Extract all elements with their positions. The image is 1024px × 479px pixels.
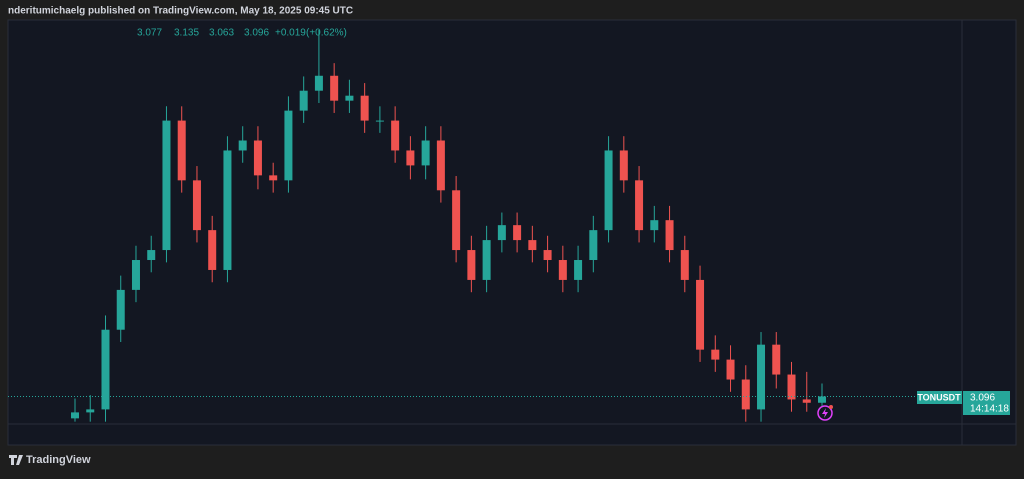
candles <box>8 29 962 422</box>
candle-body <box>711 349 720 360</box>
legend-change-pct: (+0.62%) <box>306 28 347 39</box>
candle-body <box>314 75 323 91</box>
candle-body <box>238 140 247 151</box>
ohlc-legend: 3.077 3.135 3.063 3.096 +0.019 (+0.62%) <box>137 28 347 39</box>
legend-low: 3.063 <box>209 28 234 39</box>
candle-body <box>635 180 644 231</box>
legend-high: 3.135 <box>174 28 199 39</box>
candle-body <box>696 279 705 350</box>
brand-name: TradingView <box>26 454 91 466</box>
candle-body <box>787 374 796 400</box>
candle-body <box>528 240 537 251</box>
candle-body <box>619 150 628 181</box>
candle-body <box>604 150 613 231</box>
candle-body <box>131 260 140 290</box>
candle-body <box>71 412 79 419</box>
flash-dot <box>829 405 833 409</box>
candle-body <box>680 250 689 280</box>
candle-body <box>818 396 826 403</box>
candle-body <box>330 75 339 101</box>
symbol-label: TONUSDT <box>917 392 961 402</box>
candle-body <box>467 250 476 280</box>
legend-close: 3.096 <box>244 28 269 39</box>
candle-body <box>482 240 491 280</box>
candle-body <box>269 175 278 181</box>
candle-body <box>375 120 384 122</box>
price-tag-value: 3.096 <box>970 393 995 404</box>
legend-open: 3.077 <box>137 28 162 39</box>
brand-logo <box>9 455 23 465</box>
candle-body <box>513 225 522 241</box>
candle-body <box>162 120 171 251</box>
candle-body <box>757 344 766 410</box>
candle-body <box>192 180 201 231</box>
candle-body <box>574 260 583 280</box>
symbol-tag <box>917 391 962 404</box>
candle-body <box>360 95 369 121</box>
candle-body <box>452 190 461 251</box>
candle-body <box>589 230 598 261</box>
candle-body <box>345 95 354 101</box>
publisher-line: nderitumichaelg published on TradingView… <box>8 6 353 17</box>
legend-change: +0.019 <box>275 28 306 39</box>
candle-body <box>650 220 659 231</box>
candle-body <box>497 225 506 241</box>
candle-body <box>101 329 110 410</box>
price-tag <box>963 391 1010 415</box>
candle-body <box>284 110 293 181</box>
price-tag-countdown: 14:14:18 <box>970 404 1009 415</box>
footer <box>0 446 1024 474</box>
candle-body <box>391 120 400 151</box>
candle-body <box>86 409 95 413</box>
candle-body <box>802 399 811 403</box>
candle-body <box>177 120 186 181</box>
candle-body <box>147 250 156 261</box>
candle-body <box>406 150 415 166</box>
chart-pane <box>7 19 1017 446</box>
candle-body <box>543 250 552 261</box>
candle-body <box>436 140 445 191</box>
candle-body <box>665 220 674 251</box>
candle-body <box>299 90 308 111</box>
candle-body <box>772 344 781 375</box>
candle-body <box>253 140 262 176</box>
candle-body <box>421 140 430 166</box>
candle-body <box>223 150 232 270</box>
flash-bolt <box>822 408 828 418</box>
candle-body <box>116 289 125 330</box>
flash-icon[interactable] <box>817 405 833 421</box>
candle-body <box>741 379 750 410</box>
candle-body <box>558 260 567 280</box>
candle-body <box>726 359 735 380</box>
candle-body <box>208 230 217 270</box>
